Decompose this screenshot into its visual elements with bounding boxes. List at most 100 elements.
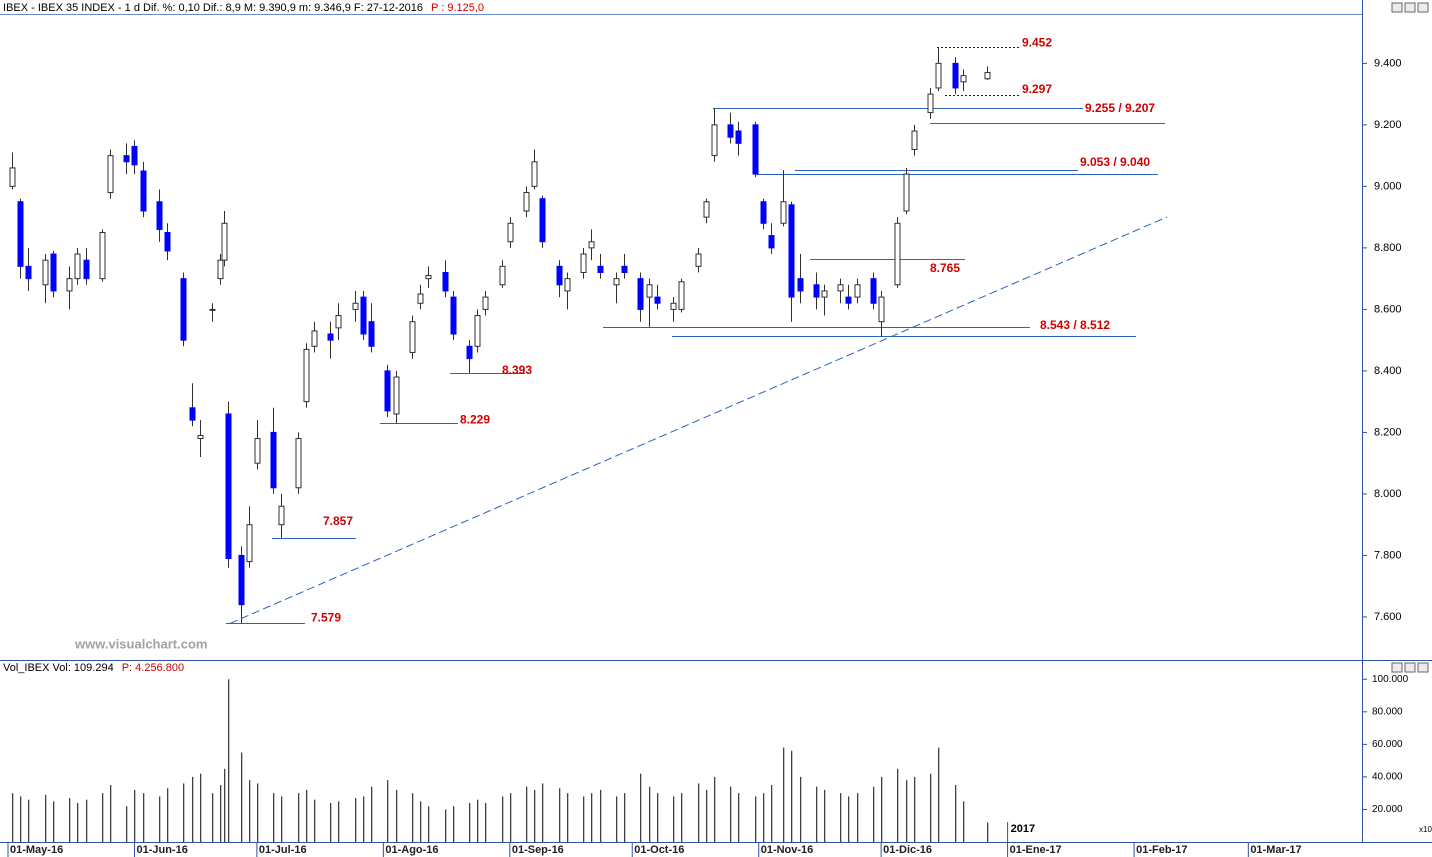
candle-body bbox=[368, 321, 375, 347]
volume-bar bbox=[698, 783, 700, 842]
candle-body bbox=[703, 201, 710, 218]
volume-bar bbox=[143, 793, 145, 842]
candle-body bbox=[156, 201, 163, 230]
y-tick-label: 9.200 bbox=[1374, 119, 1402, 131]
volume-bar bbox=[420, 801, 422, 842]
volume-bar bbox=[897, 768, 899, 842]
volume-bar bbox=[330, 802, 332, 842]
volume-bar bbox=[800, 776, 802, 842]
volume-bar bbox=[816, 786, 818, 842]
candle-body bbox=[507, 222, 514, 243]
candle-body bbox=[425, 275, 432, 280]
x-tick-label: 01-May-16 bbox=[10, 844, 63, 856]
candle-body bbox=[678, 281, 685, 310]
level-label: 7.579 bbox=[311, 611, 341, 625]
watermark: www.visualchart.com bbox=[74, 636, 207, 651]
candle-body bbox=[66, 278, 73, 292]
vol-maximize-button[interactable] bbox=[1404, 662, 1416, 673]
candle-body bbox=[254, 438, 261, 464]
candle-body bbox=[278, 505, 285, 526]
x-tick-label: 01-Feb-17 bbox=[1136, 844, 1187, 856]
x-tick-label: 01-Ago-16 bbox=[385, 844, 438, 856]
volume-bar bbox=[371, 786, 373, 842]
volume-bar bbox=[730, 786, 732, 842]
candle-body bbox=[131, 145, 138, 166]
volume-bar bbox=[183, 783, 185, 842]
candle-body bbox=[499, 265, 506, 286]
candle-body bbox=[189, 407, 196, 421]
candle-body bbox=[556, 265, 563, 286]
candle-body bbox=[140, 170, 147, 212]
volume-y-tick-label: 40.000 bbox=[1372, 772, 1403, 783]
x-tick-label: 01-Mar-17 bbox=[1250, 844, 1301, 856]
volume-bar bbox=[857, 793, 859, 842]
volume-bar bbox=[102, 793, 104, 842]
candle-body bbox=[752, 124, 759, 175]
volume-bar bbox=[840, 793, 842, 842]
volume-bar bbox=[241, 752, 243, 842]
volume-bar bbox=[987, 822, 989, 842]
x-tick-label: 01-Jul-16 bbox=[259, 844, 307, 856]
volume-bar bbox=[914, 776, 916, 842]
volume-bar bbox=[824, 789, 826, 842]
volume-bar bbox=[624, 793, 626, 842]
volume-bar bbox=[502, 796, 504, 842]
volume-bar bbox=[681, 793, 683, 842]
y-tick-label: 8.600 bbox=[1374, 303, 1402, 315]
candle-body bbox=[695, 253, 702, 267]
candle-body bbox=[837, 284, 844, 292]
volume-bar bbox=[396, 789, 398, 842]
candle-body bbox=[9, 167, 16, 187]
level-label: 9.053 / 9.040 bbox=[1080, 155, 1150, 169]
candle-body bbox=[911, 130, 918, 150]
volume-bar bbox=[738, 793, 740, 842]
level-label: 8.229 bbox=[460, 413, 490, 427]
y-tick-label: 7.800 bbox=[1374, 549, 1402, 561]
candle-body bbox=[654, 296, 661, 304]
x-tick-label: 01-Oct-16 bbox=[634, 844, 684, 856]
trend-line bbox=[229, 216, 1168, 624]
x-tick-label: 01-Ene-17 bbox=[1010, 844, 1062, 856]
candle-body bbox=[935, 62, 942, 89]
window-controls[interactable] bbox=[1391, 2, 1429, 673]
candle-body bbox=[597, 265, 604, 273]
volume-bar bbox=[583, 796, 585, 842]
candle-body bbox=[450, 296, 457, 335]
candle-body bbox=[327, 333, 334, 341]
maximize-button[interactable] bbox=[1404, 2, 1416, 13]
volume-header-price: P: 4.256.800 bbox=[122, 662, 184, 674]
volume-bar bbox=[763, 793, 765, 842]
volume-bar bbox=[257, 783, 259, 842]
candle-body bbox=[246, 524, 253, 563]
volume-multiplier: x10 bbox=[1419, 825, 1432, 834]
volume-y-tick-label: 60.000 bbox=[1372, 739, 1403, 750]
volume-y-tick-label: 80.000 bbox=[1372, 706, 1403, 717]
vol-minimize-button[interactable] bbox=[1391, 662, 1403, 673]
volume-bar bbox=[881, 776, 883, 842]
candle-body bbox=[42, 259, 49, 286]
candle-body bbox=[225, 413, 232, 560]
x-tick-label: 01-Dic-16 bbox=[883, 844, 932, 856]
volume-bar bbox=[212, 793, 214, 842]
candle-body bbox=[711, 124, 718, 157]
candle-body bbox=[788, 204, 795, 298]
candle-body bbox=[197, 434, 204, 440]
candle-body bbox=[209, 308, 216, 311]
volume-bar bbox=[649, 786, 651, 842]
candle-body bbox=[821, 290, 828, 298]
y-tick-label: 8.000 bbox=[1374, 488, 1402, 500]
header-price: P : 9.125,0 bbox=[431, 2, 484, 14]
candle-body bbox=[613, 278, 620, 286]
volume-bar bbox=[485, 802, 487, 842]
volume-bar bbox=[616, 796, 618, 842]
vol-close-button[interactable] bbox=[1417, 662, 1429, 673]
candle-body bbox=[474, 315, 481, 347]
volume-bar bbox=[510, 793, 512, 842]
chart-header: IBEX - IBEX 35 INDEX - 1 d Dif. %: 0,10 … bbox=[3, 2, 423, 14]
volume-bar bbox=[673, 796, 675, 842]
candle-body bbox=[523, 192, 530, 212]
volume-bar bbox=[640, 773, 642, 842]
volume-bar bbox=[542, 783, 544, 842]
minimize-button[interactable] bbox=[1391, 2, 1403, 13]
close-button[interactable] bbox=[1417, 2, 1429, 13]
